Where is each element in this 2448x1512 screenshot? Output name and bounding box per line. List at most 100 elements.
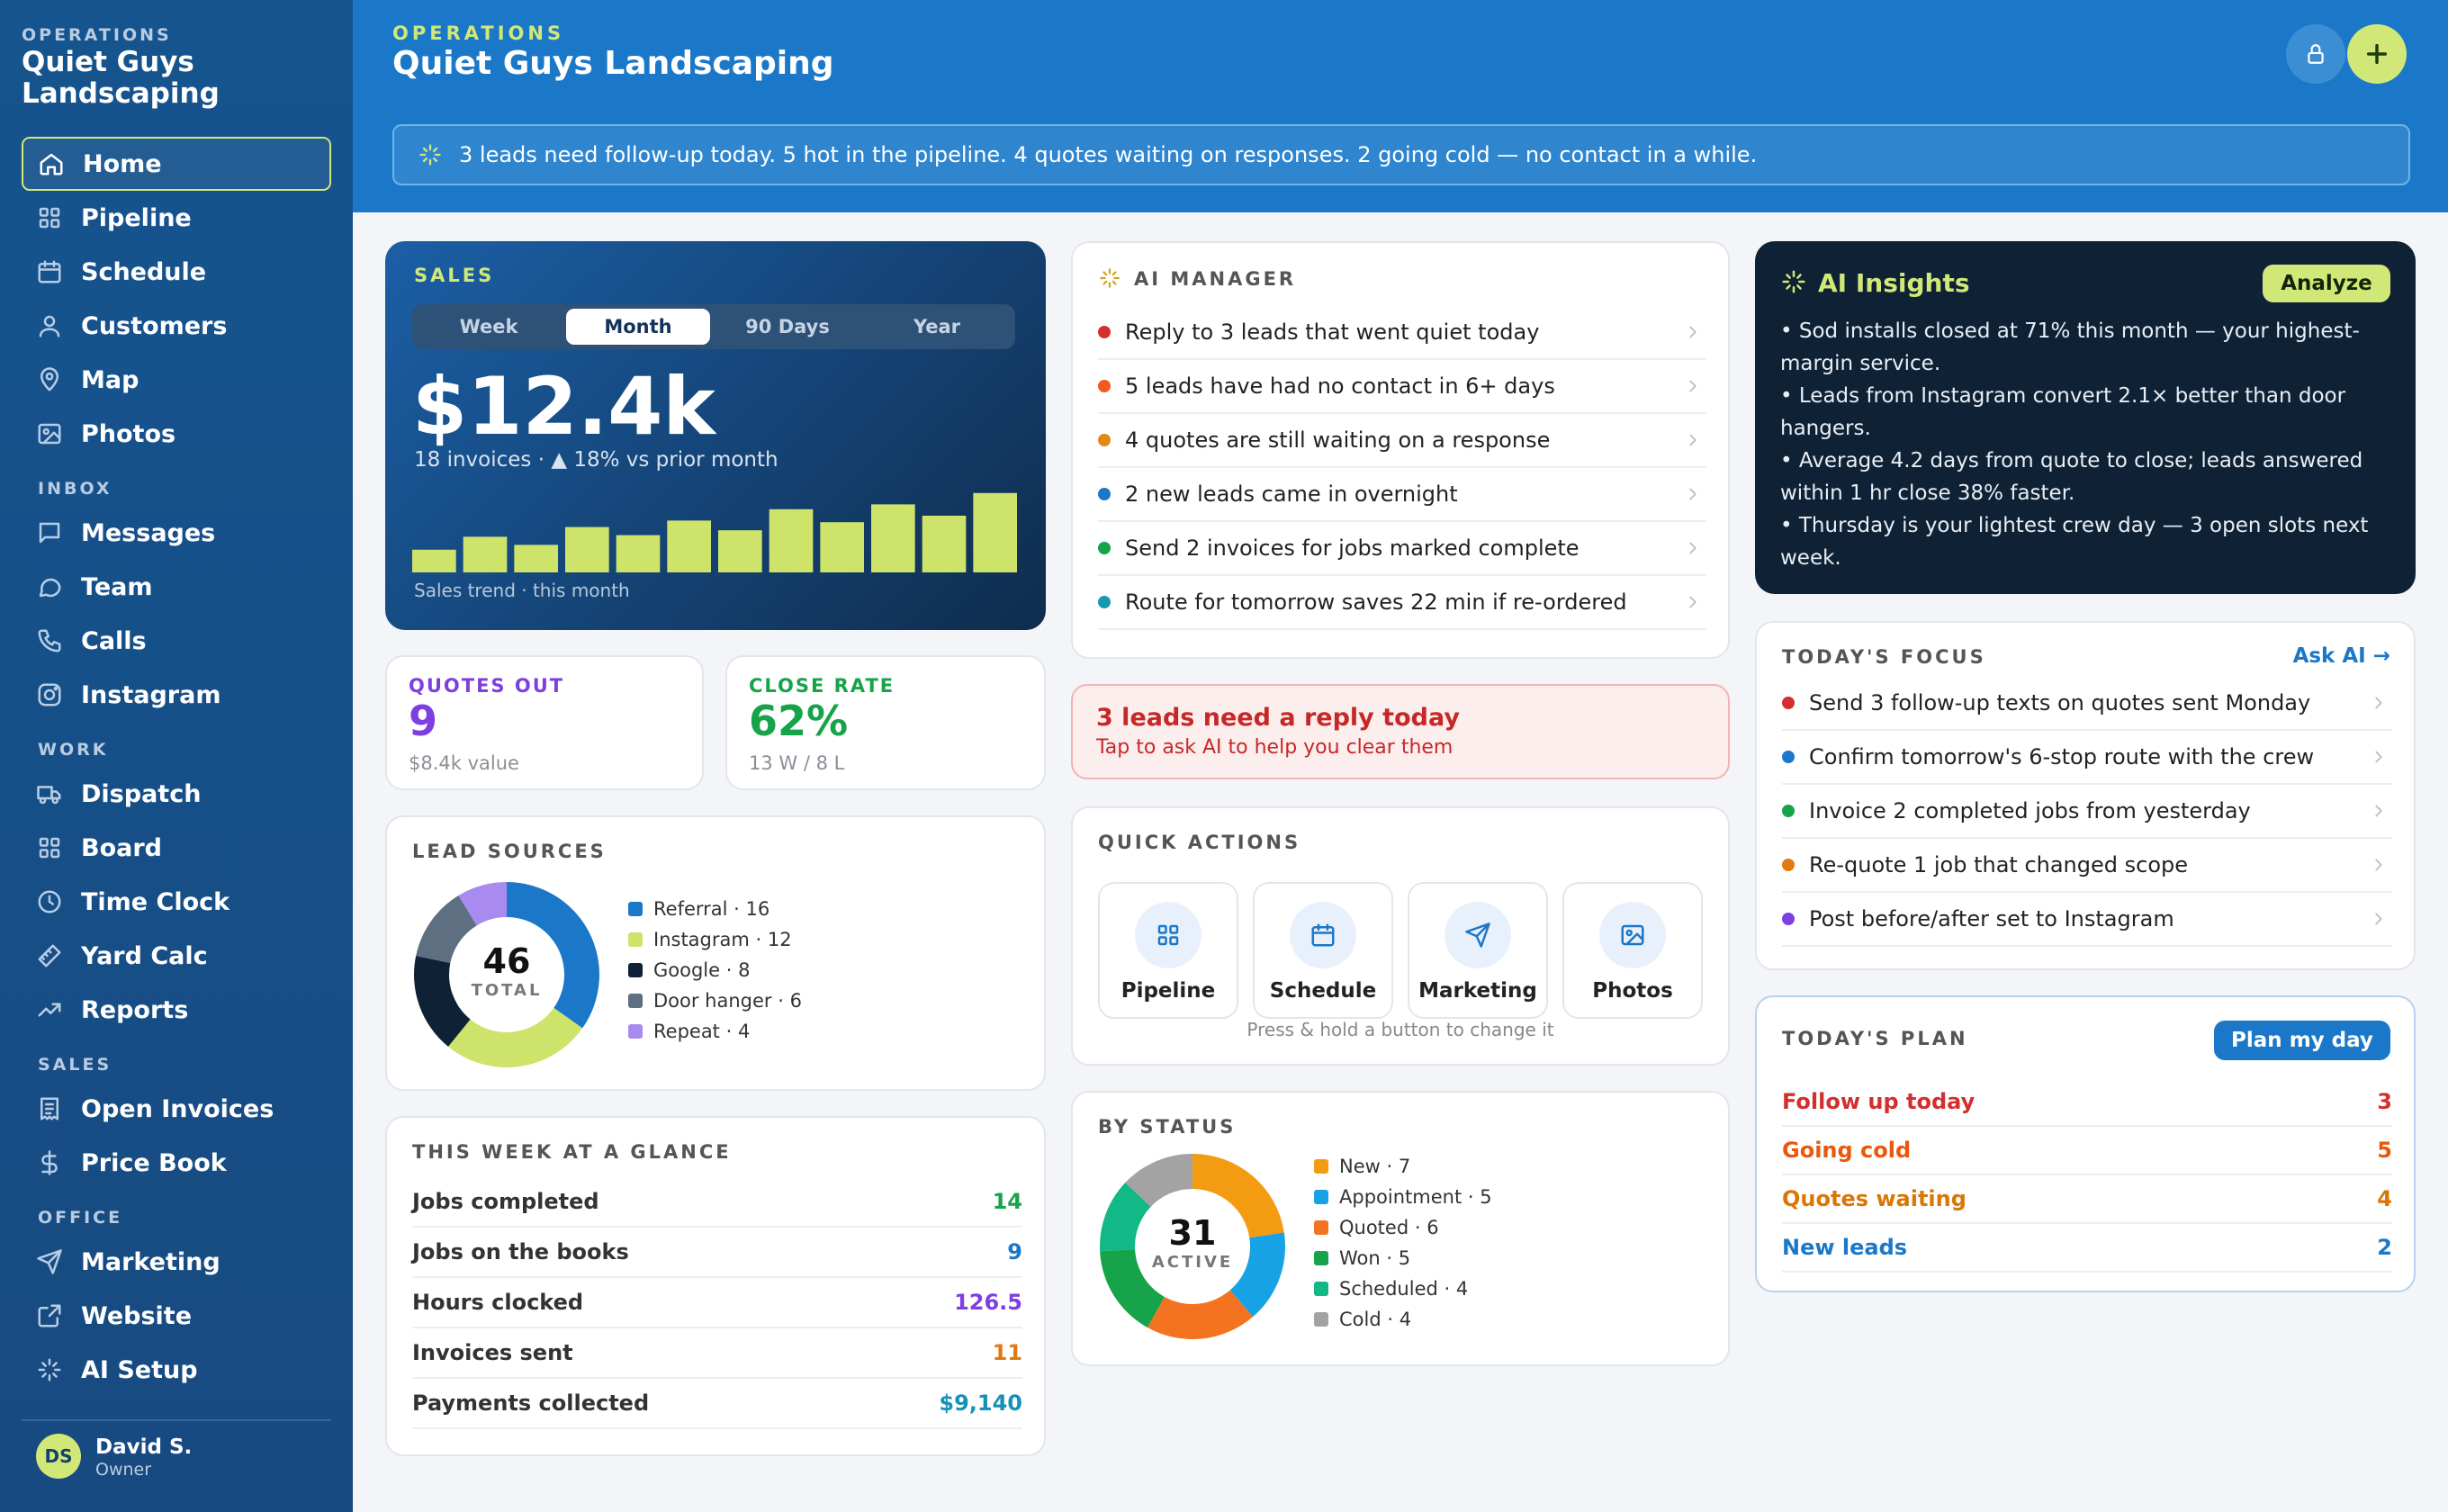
sidebar-item-photos[interactable]: Photos (22, 407, 331, 461)
instagram-icon (38, 683, 61, 706)
plan-row-label: Follow up today (1782, 1089, 1976, 1114)
ai-manager-item[interactable]: Route for tomorrow saves 22 min if re-or… (1098, 576, 1706, 630)
sales-bar (871, 504, 915, 572)
legend-item-scheduled: Scheduled · 4 (1314, 1278, 1468, 1300)
sidebar-item-open-invoices[interactable]: Open Invoices (22, 1082, 331, 1136)
legend-label: Instagram · 12 (653, 929, 792, 950)
legend-swatch (628, 1024, 643, 1039)
ai-manager-item[interactable]: 5 leads have had no contact in 6+ days (1098, 360, 1706, 414)
donut-slice-scheduled (1100, 1183, 1151, 1252)
sidebar-item-website[interactable]: Website (22, 1289, 331, 1343)
legend-swatch (1314, 1282, 1328, 1296)
sidebar-item-label: Calls (81, 626, 147, 655)
sidebar-item-home[interactable]: Home (22, 137, 331, 191)
ai-manager-item[interactable]: Reply to 3 leads that went quiet today (1098, 306, 1706, 360)
quick-action-marketing[interactable]: Marketing (1408, 882, 1548, 1019)
tab-90-days[interactable]: 90 Days (745, 316, 830, 338)
plan-row-label: Going cold (1782, 1138, 1912, 1163)
chevron-right-icon (2375, 805, 2382, 817)
legend-item-referral: Referral · 16 (628, 898, 770, 920)
lead-sources-eyebrow: LEAD SOURCES (412, 841, 607, 862)
sidebar-item-price-book[interactable]: Price Book (22, 1136, 331, 1190)
focus-item[interactable]: Re-quote 1 job that changed scope (1782, 839, 2392, 893)
tab-week[interactable]: Week (459, 316, 518, 338)
sidebar-item-map[interactable]: Map (22, 353, 331, 407)
sidebar-item-time-clock[interactable]: Time Clock (22, 875, 331, 929)
ai-manager-item[interactable]: 2 new leads came in overnight (1098, 468, 1706, 522)
lead-sources-donut (414, 882, 599, 1067)
sidebar-item-team[interactable]: Team (22, 560, 331, 614)
glance-row-payments-collected: Payments collected $9,140 (412, 1379, 1022, 1429)
sidebar-item-calls[interactable]: Calls (22, 614, 331, 668)
sidebar-item-marketing[interactable]: Marketing (22, 1235, 331, 1289)
tab-year[interactable]: Year (913, 316, 961, 338)
quotes-out-card[interactable]: QUOTES OUT 9 $8.4k value (385, 655, 704, 790)
user-name[interactable]: David S. (95, 1436, 193, 1459)
sidebar-item-dispatch[interactable]: Dispatch (22, 767, 331, 821)
add-button[interactable] (2347, 24, 2407, 84)
ai-manager-item[interactable]: Send 2 invoices for jobs marked complete (1098, 522, 1706, 576)
message-square-icon (39, 522, 60, 544)
sidebar-item-instagram[interactable]: Instagram (22, 668, 331, 722)
lead-donut-center: 46 TOTAL (412, 941, 601, 1000)
donut-slice-won (1100, 1249, 1165, 1328)
focus-item[interactable]: Invoice 2 completed jobs from yesterday (1782, 785, 2392, 839)
plan-row-follow-up-today[interactable]: Follow up today 3 (1782, 1078, 2392, 1127)
quotes-out-value: 9 (409, 697, 438, 745)
sidebar-item-messages[interactable]: Messages (22, 506, 331, 560)
focus-item[interactable]: Post before/after set to Instagram (1782, 893, 2392, 947)
plan-row-count: 3 (2377, 1089, 2392, 1114)
sidebar-item-schedule[interactable]: Schedule (22, 245, 331, 299)
close-rate-card[interactable]: CLOSE RATE 62% 13 W / 8 L (725, 655, 1046, 790)
sidebar-item-label: AI Setup (81, 1355, 198, 1384)
quick-action-schedule[interactable]: Schedule (1253, 882, 1393, 1019)
todays-plan-card: TODAY'S PLAN Plan my day Follow up today… (1755, 995, 2416, 1292)
header-eyebrow: OPERATIONS (392, 22, 565, 44)
focus-item-text: Re-quote 1 job that changed scope (1809, 852, 2189, 878)
sparkle-icon (38, 1358, 61, 1382)
plan-my-day-button[interactable]: Plan my day (2214, 1021, 2390, 1060)
status-dot (1782, 913, 1795, 925)
plan-row-new-leads[interactable]: New leads 2 (1782, 1224, 2392, 1273)
donut-slice-google (414, 956, 471, 1047)
status-dot (1098, 542, 1111, 554)
legend-swatch (1314, 1251, 1328, 1265)
ask-ai-link[interactable]: Ask AI → (2292, 644, 2390, 668)
sidebar-item-label: Dispatch (81, 779, 202, 808)
quick-action-pipeline[interactable]: Pipeline (1098, 882, 1238, 1019)
quick-action-photos[interactable]: Photos (1562, 882, 1703, 1019)
legend-label: Referral · 16 (653, 898, 770, 920)
avatar[interactable]: DS (36, 1434, 81, 1479)
user-icon (39, 315, 60, 338)
ai-summary-banner[interactable]: 3 leads need follow-up today. 5 hot in t… (392, 124, 2410, 185)
todays-focus-card: TODAY'S FOCUS Ask AI → Send 3 follow-up … (1755, 621, 2416, 970)
sales-total: $12.4k (412, 360, 716, 453)
glance-value: $9,140 (939, 1390, 1022, 1416)
quick-actions-card: QUICK ACTIONS Pipeline Schedule Marketing P… (1071, 806, 1730, 1066)
plan-row-count: 4 (2377, 1186, 2392, 1211)
sidebar-item-ai-setup[interactable]: AI Setup (22, 1343, 331, 1397)
lock-button[interactable] (2286, 24, 2345, 84)
legend-swatch (628, 994, 643, 1008)
quotes-out-label: QUOTES OUT (409, 675, 565, 697)
analyze-button[interactable]: Analyze (2263, 265, 2390, 302)
glance-value: 11 (992, 1340, 1022, 1365)
sales-bar (667, 520, 711, 572)
focus-item-text: Confirm tomorrow's 6-stop route with the… (1809, 744, 2315, 770)
focus-item[interactable]: Confirm tomorrow's 6-stop route with the… (1782, 731, 2392, 785)
sidebar-item-customers[interactable]: Customers (22, 299, 331, 353)
sidebar-item-board[interactable]: Board (22, 821, 331, 875)
reply-alert-card[interactable]: 3 leads need a reply today Tap to ask AI… (1071, 684, 1730, 779)
focus-item[interactable]: Send 3 follow-up texts on quotes sent Mo… (1782, 677, 2392, 731)
image-icon (38, 423, 61, 445)
legend-label: Scheduled · 4 (1339, 1278, 1469, 1300)
plan-row-quotes-waiting[interactable]: Quotes waiting 4 (1782, 1175, 2392, 1224)
ai-manager-item[interactable]: 4 quotes are still waiting on a response (1098, 414, 1706, 468)
sidebar-item-yard-calc[interactable]: Yard Calc (22, 929, 331, 983)
tab-month[interactable]: Month (566, 309, 710, 345)
page-title: Quiet Guys Landscaping (392, 45, 834, 82)
sidebar-item-pipeline[interactable]: Pipeline (22, 191, 331, 245)
status-dot (1782, 859, 1795, 871)
sidebar-item-reports[interactable]: Reports (22, 983, 331, 1037)
plan-row-going-cold[interactable]: Going cold 5 (1782, 1127, 2392, 1175)
